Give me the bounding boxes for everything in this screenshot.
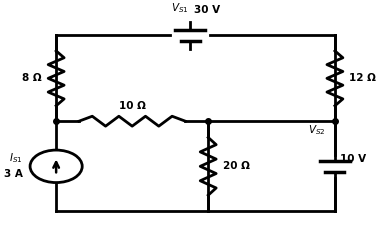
Text: $V_{S2}$: $V_{S2}$ xyxy=(308,124,326,137)
Text: 10 V: 10 V xyxy=(340,154,366,164)
Text: 30 V: 30 V xyxy=(194,5,220,15)
Text: $V_{S1}$: $V_{S1}$ xyxy=(171,1,188,15)
Text: 10 Ω: 10 Ω xyxy=(119,101,146,111)
Text: 12 Ω: 12 Ω xyxy=(349,73,376,83)
Text: 3 A: 3 A xyxy=(4,169,23,179)
Text: 20 Ω: 20 Ω xyxy=(223,161,249,171)
Text: 8 Ω: 8 Ω xyxy=(22,73,42,83)
Text: $I_{S1}$: $I_{S1}$ xyxy=(9,151,23,165)
